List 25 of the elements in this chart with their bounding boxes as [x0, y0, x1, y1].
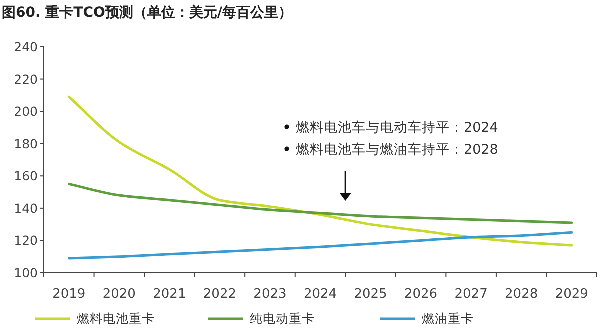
- legend-label: 燃油重卡: [422, 311, 474, 326]
- x-tick-label: 2022: [203, 287, 236, 302]
- x-tick-label: 2023: [254, 287, 287, 302]
- x-tick-label: 2020: [102, 287, 136, 302]
- y-tick-label: 160: [14, 168, 38, 184]
- x-tick-label: 2024: [304, 287, 338, 302]
- x-tick-label: 2025: [354, 287, 388, 302]
- y-tick-label: 100: [14, 266, 38, 280]
- y-tick-label: 120: [14, 233, 38, 248]
- legend-label: 纯电动重卡: [250, 311, 315, 326]
- x-tick-label: 2029: [555, 287, 588, 302]
- y-tick-label: 240: [14, 40, 38, 54]
- x-tick-label: 2028: [505, 287, 538, 302]
- legend-label: 燃料电池重卡: [77, 311, 155, 326]
- chart-title: 图60. 重卡TCO预测（单位：美元/每百公里）: [2, 4, 293, 21]
- x-tick-label: 2019: [52, 287, 86, 302]
- y-tick-label: 200: [14, 104, 38, 120]
- x-tick-label: 2027: [454, 287, 488, 302]
- y-tick-label: 180: [14, 136, 38, 152]
- y-tick-label: 220: [14, 72, 38, 87]
- x-tick-label: 2021: [153, 287, 186, 302]
- annotation: 燃料电池车与燃油车持平：2028: [296, 142, 498, 158]
- annotation: 燃料电池车与电动车持平：2024: [296, 120, 498, 136]
- y-tick-label: 140: [14, 200, 38, 216]
- x-tick-label: 2026: [404, 287, 438, 302]
